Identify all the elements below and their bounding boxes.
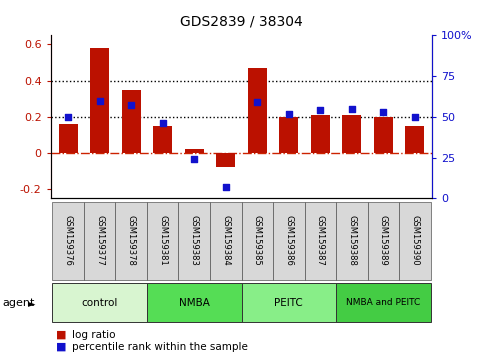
Text: percentile rank within the sample: percentile rank within the sample bbox=[72, 342, 248, 352]
Text: GSM159384: GSM159384 bbox=[221, 215, 230, 266]
Point bbox=[380, 109, 387, 115]
Point bbox=[348, 106, 356, 112]
Text: GSM159389: GSM159389 bbox=[379, 215, 388, 266]
Bar bbox=[210, 202, 242, 280]
Point bbox=[254, 99, 261, 105]
Point bbox=[64, 114, 72, 120]
Bar bbox=[242, 202, 273, 280]
Bar bbox=[52, 283, 147, 322]
Text: ►: ► bbox=[28, 298, 36, 308]
Bar bbox=[374, 117, 393, 153]
Bar bbox=[147, 202, 178, 280]
Bar bbox=[273, 202, 305, 280]
Text: ■: ■ bbox=[56, 330, 66, 339]
Bar bbox=[122, 90, 141, 153]
Bar bbox=[399, 202, 431, 280]
Point bbox=[96, 98, 103, 103]
Text: control: control bbox=[82, 298, 118, 308]
Point bbox=[285, 111, 293, 116]
Point bbox=[222, 184, 229, 190]
Text: GSM159383: GSM159383 bbox=[190, 215, 199, 266]
Bar bbox=[115, 202, 147, 280]
Bar bbox=[279, 117, 298, 153]
Text: NMBA and PEITC: NMBA and PEITC bbox=[346, 298, 421, 307]
Point bbox=[190, 156, 198, 162]
Bar bbox=[336, 283, 431, 322]
Text: GSM159385: GSM159385 bbox=[253, 215, 262, 266]
Text: GSM159377: GSM159377 bbox=[95, 215, 104, 266]
Bar bbox=[406, 126, 425, 153]
Bar bbox=[242, 283, 336, 322]
Text: PEITC: PEITC bbox=[274, 298, 303, 308]
Bar bbox=[342, 115, 361, 153]
Text: ■: ■ bbox=[56, 342, 66, 352]
Text: agent: agent bbox=[2, 298, 35, 308]
Text: log ratio: log ratio bbox=[72, 330, 116, 339]
Point bbox=[159, 120, 167, 126]
Bar bbox=[52, 202, 84, 280]
Bar bbox=[248, 68, 267, 153]
Bar bbox=[147, 283, 242, 322]
Text: GSM159381: GSM159381 bbox=[158, 215, 167, 266]
Bar bbox=[336, 202, 368, 280]
Text: GSM159386: GSM159386 bbox=[284, 215, 293, 266]
Text: GSM159387: GSM159387 bbox=[316, 215, 325, 266]
Bar bbox=[58, 124, 77, 153]
Text: GSM159388: GSM159388 bbox=[347, 215, 356, 266]
Text: GSM159376: GSM159376 bbox=[64, 215, 72, 266]
Text: NMBA: NMBA bbox=[179, 298, 210, 308]
Point bbox=[316, 108, 324, 113]
Bar bbox=[84, 202, 115, 280]
Point bbox=[411, 114, 419, 120]
Text: GSM159378: GSM159378 bbox=[127, 215, 136, 266]
Text: GDS2839 / 38304: GDS2839 / 38304 bbox=[180, 14, 303, 28]
Bar bbox=[305, 202, 336, 280]
Text: GSM159390: GSM159390 bbox=[411, 215, 419, 266]
Bar bbox=[368, 202, 399, 280]
Bar bbox=[311, 115, 330, 153]
Bar bbox=[216, 153, 235, 167]
Bar bbox=[178, 202, 210, 280]
Bar bbox=[90, 48, 109, 153]
Point bbox=[127, 103, 135, 108]
Bar bbox=[185, 149, 204, 153]
Bar bbox=[153, 126, 172, 153]
